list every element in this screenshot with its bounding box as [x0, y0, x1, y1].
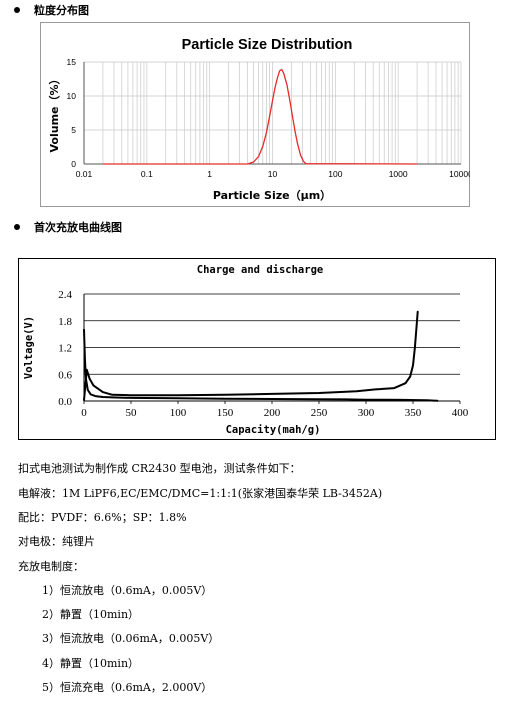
series-line: [102, 68, 418, 165]
x-tick-label: 350: [405, 407, 422, 419]
y-tick-label: 0.0: [58, 396, 72, 408]
charge-discharge-chart-svg: 0 50 100 150 200 250 300 350 400 0.0 0.6 1.2 1.8 2.4 C…: [18, 258, 496, 440]
y-tick-label: 15: [67, 57, 77, 67]
y-tick-label: 5: [71, 125, 76, 135]
x-tick-label: 100: [170, 407, 187, 419]
protocol-heading-line: 充放电制度：: [18, 560, 84, 573]
x-axis-label: Capacity(mah/g): [226, 424, 321, 436]
x-tick-label: 0.1: [141, 169, 153, 179]
y-tick-label: 2.4: [58, 289, 72, 301]
protocol-step: 2）静置（10min）: [42, 608, 140, 621]
y-axis-label: Volume（%）: [48, 73, 61, 152]
x-tick-label: 250: [311, 407, 328, 419]
y-tick-label: 0: [71, 159, 76, 169]
psd-heading-text: 粒度分布图: [34, 4, 89, 17]
psd-section-heading: 粒度分布图: [14, 2, 89, 18]
x-tick-label: 1: [207, 169, 212, 179]
charge-discharge-chart: 0 50 100 150 200 250 300 350 400 0.0 0.6 1.2 1.8 2.4 C…: [18, 258, 496, 440]
protocol-step: 5）恒流充电（0.6mA，2.000V）: [42, 681, 213, 694]
chart-title: Particle Size Distribution: [182, 37, 353, 53]
x-tick-label: 0.01: [76, 169, 93, 179]
y-tick-label: 0.6: [58, 369, 72, 381]
series-line: [83, 310, 419, 402]
cd-heading-text: 首次充放电曲线图: [34, 221, 122, 234]
x-tick-label: 0: [81, 407, 87, 419]
chart-border: [18, 258, 496, 440]
cd-section-heading: 首次充放电曲线图: [14, 219, 122, 235]
series-line: [83, 328, 439, 402]
x-tick-label: 150: [217, 407, 234, 419]
x-tick-label: 300: [358, 407, 375, 419]
y-tick-label: 10: [67, 91, 77, 101]
electrolyte-line: 电解液：1M LiPF6,EC/EMC/DMC=1:1:1(张家港国泰华荣 LB…: [18, 487, 383, 500]
x-tick-label: 1000: [389, 169, 408, 179]
counter-electrode-line: 对电极：纯锂片: [18, 535, 95, 548]
x-tick-label: 200: [264, 407, 281, 419]
protocol-step: 1）恒流放电（0.6mA，0.005V）: [42, 584, 213, 597]
bullet-icon: [14, 7, 20, 13]
y-tick-label: 1.8: [58, 316, 72, 328]
x-tick-label: 100: [328, 169, 342, 179]
protocol-step: 3）恒流放电（0.06mA，0.005V）: [42, 632, 220, 645]
x-tick-label: 50: [126, 407, 138, 419]
y-tick-label: 1.2: [58, 343, 72, 355]
y-axis-label: Voltage(V): [23, 316, 35, 379]
x-axis-label: Particle Size（μm）: [213, 189, 331, 202]
bullet-icon: [14, 224, 20, 230]
x-tick-label: 10: [268, 169, 278, 179]
protocol-step: 4）静置（10min）: [42, 657, 140, 670]
test-intro-line: 扣式电池测试为制作成 CR2430 型电池，测试条件如下：: [18, 462, 301, 475]
x-tick-label: 400: [452, 407, 469, 419]
ratio-line: 配比：PVDF：6.6%；SP：1.8%: [18, 511, 187, 524]
chart-title: Charge and discharge: [197, 264, 323, 276]
